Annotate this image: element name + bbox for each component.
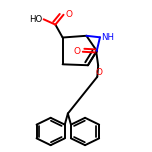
Text: O: O <box>96 68 103 77</box>
Text: O: O <box>74 47 81 56</box>
Text: NH: NH <box>101 33 114 42</box>
Text: HO: HO <box>29 15 43 24</box>
Text: O: O <box>65 10 72 19</box>
